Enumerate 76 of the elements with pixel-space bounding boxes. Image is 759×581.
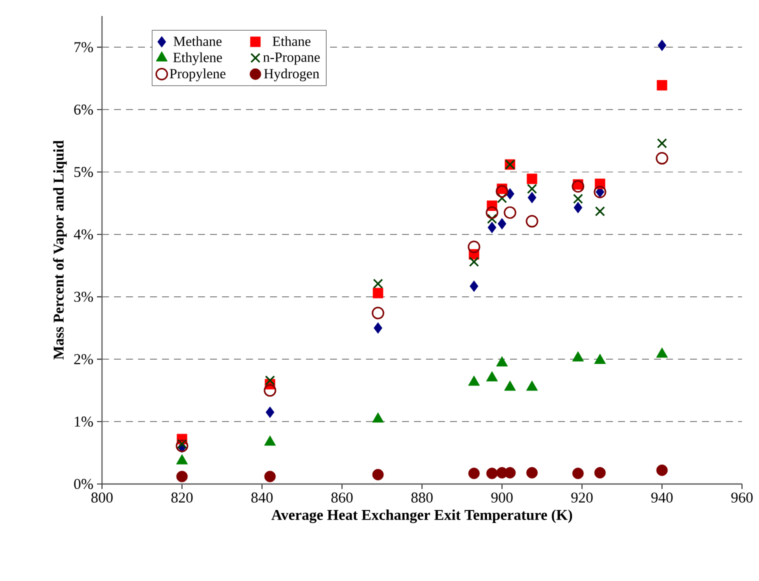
y-tick-label: 4% [74, 229, 93, 240]
point [594, 354, 606, 364]
point [372, 412, 384, 423]
point [372, 278, 384, 289]
y-tick-label: 7% [74, 42, 93, 52]
point [572, 180, 584, 193]
legend-label: Propylene [170, 68, 226, 82]
point [496, 185, 508, 198]
point [372, 306, 384, 320]
point [526, 184, 538, 194]
point [176, 439, 188, 450]
point [374, 322, 382, 334]
point [574, 202, 582, 214]
y-axis-title: Mass Percent of Vapor and Liquid [53, 140, 67, 360]
y-tick-label: 6% [74, 104, 93, 115]
point [176, 470, 188, 482]
point [372, 468, 384, 480]
legend-label: Ethylene [173, 52, 222, 66]
point [656, 152, 668, 165]
point [486, 371, 498, 382]
point [496, 193, 508, 204]
point [656, 80, 668, 90]
point [468, 468, 480, 480]
point [526, 380, 538, 391]
point [498, 218, 506, 230]
point [656, 138, 668, 148]
point [264, 435, 276, 446]
point [594, 467, 606, 478]
point [468, 376, 480, 386]
point [504, 206, 516, 219]
y-tick-label: 5% [74, 166, 93, 178]
point [594, 206, 606, 216]
point [264, 470, 276, 482]
x-tick-label: 840 [251, 492, 273, 503]
point [572, 351, 584, 362]
point [656, 464, 668, 476]
x-tick-label: 860 [331, 492, 353, 503]
point [486, 214, 498, 224]
point [470, 280, 478, 292]
point [496, 356, 508, 366]
point [372, 288, 384, 298]
point [266, 406, 274, 418]
x-tick-label: 940 [651, 492, 673, 503]
legend-label: Methane [174, 36, 222, 46]
point [528, 192, 536, 204]
y-tick-label: 0% [74, 478, 93, 490]
y-tick-label: 2% [74, 354, 93, 364]
point [526, 467, 538, 478]
point [504, 380, 516, 391]
y-tick-label: 3% [74, 292, 93, 302]
x-axis-title: Average Heat Exchanger Exit Temperature (K) [271, 509, 572, 524]
legend-label: Ethane [272, 36, 310, 46]
point [526, 215, 538, 228]
point [486, 468, 498, 480]
x-tick-label: 880 [411, 492, 433, 503]
point [264, 384, 276, 397]
point [488, 222, 496, 234]
legend-label: Hydrogen [264, 68, 320, 82]
x-tick-label: 900 [491, 492, 513, 503]
point [656, 348, 668, 358]
point [658, 40, 666, 52]
point [572, 468, 584, 480]
point [176, 454, 188, 464]
x-tick-label: 920 [571, 492, 593, 503]
x-tick-label: 960 [731, 492, 753, 503]
legend-label: n-Propane [263, 52, 320, 65]
x-tick-label: 820 [171, 492, 193, 503]
point [526, 174, 538, 184]
y-tick-label: 1% [74, 416, 93, 427]
point [506, 188, 514, 200]
point [468, 240, 480, 254]
point [468, 256, 480, 267]
point [264, 375, 276, 386]
x-tick-label: 800 [91, 492, 113, 503]
point [486, 206, 498, 219]
point [572, 194, 584, 204]
